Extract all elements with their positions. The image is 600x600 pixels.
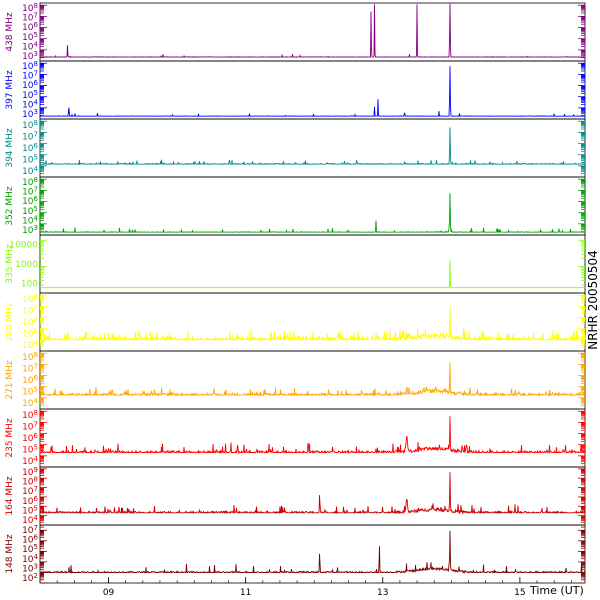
- y-tick-label: 106: [22, 142, 38, 154]
- y-tick-label: 108: [22, 409, 38, 421]
- y-ticks: [40, 524, 585, 584]
- y-tick-label: 107: [22, 420, 38, 432]
- y-ticks: [40, 468, 585, 526]
- signal-trace: [40, 306, 586, 342]
- y-tick-label: 10000: [9, 241, 38, 251]
- panel-frame: [39, 60, 586, 120]
- x-tick-label: 13: [377, 588, 388, 598]
- y-ticks: [40, 352, 585, 410]
- y-tick-label: 105: [22, 328, 38, 340]
- y-tick-label: 100: [21, 279, 38, 289]
- panel-frame: [39, 176, 586, 236]
- signal-trace: [40, 259, 585, 289]
- y-ticks: [40, 120, 585, 178]
- x-tick-label: 15: [514, 588, 525, 598]
- frequency-label: 148 MHz: [5, 534, 15, 574]
- y-tick-label: 104: [22, 397, 38, 409]
- station-label: NRHR 20050504: [586, 250, 600, 350]
- panel-frame: [39, 524, 586, 584]
- y-tick-label: 108: [22, 293, 38, 305]
- panel-frame: [39, 466, 586, 526]
- y-tick-label: 106: [22, 21, 38, 33]
- y-tick-label: 106: [22, 316, 38, 328]
- y-tick-label: 108: [22, 119, 38, 131]
- panel-frame: [39, 234, 586, 294]
- y-tick-label: 106: [22, 432, 38, 444]
- signal-trace: [39, 362, 585, 397]
- frequency-label: 335 MHz: [5, 244, 15, 284]
- y-ticks: [40, 239, 585, 294]
- y-ticks: [40, 410, 585, 468]
- y-tick-label: 105: [22, 154, 38, 166]
- frequency-label: 271 MHz: [5, 360, 15, 400]
- frequency-label: 164 MHz: [5, 476, 15, 516]
- panel-frame: [39, 292, 586, 352]
- y-tick-label: 108: [22, 351, 38, 363]
- frequency-label: 235 MHz: [5, 418, 15, 458]
- y-tick-label: 104: [22, 339, 38, 351]
- x-tick-label: 11: [240, 588, 251, 598]
- signal-trace: [40, 193, 586, 234]
- panel-frame: [39, 118, 586, 178]
- y-tick-labels: 100 1000 10000: [9, 241, 38, 290]
- frequency-label: 280 MHz: [5, 302, 15, 342]
- x-axis-label: Time (UT): [529, 584, 584, 597]
- signal-trace: [39, 530, 586, 575]
- y-tick-label: 105: [22, 386, 38, 398]
- y-tick-label: 106: [22, 374, 38, 386]
- x-tick-label: 09: [103, 588, 115, 598]
- frequency-label: 397 MHz: [5, 70, 15, 110]
- panel-frame: [39, 408, 586, 468]
- y-tick-label: 105: [22, 444, 38, 456]
- panel-frame: [39, 2, 586, 62]
- time-axis: 09 11 13 15: [39, 577, 572, 598]
- y-tick-label: 107: [22, 362, 38, 374]
- panel-frame: [39, 350, 586, 410]
- y-ticks: [40, 62, 585, 120]
- signal-trace: [39, 127, 586, 166]
- frequency-label: 394 MHz: [5, 128, 15, 168]
- signal-trace: [40, 3, 586, 58]
- y-ticks: [40, 4, 585, 62]
- frequency-label: 352 MHz: [5, 186, 15, 226]
- frequency-label: 438 MHz: [5, 12, 15, 52]
- y-ticks: [40, 294, 585, 352]
- y-tick-label: 1000: [15, 260, 38, 270]
- y-tick-label: 107: [22, 304, 38, 316]
- signal-trace: [40, 66, 586, 117]
- signal-trace: [40, 472, 586, 515]
- signal-trace: [39, 416, 585, 455]
- y-tick-label: 107: [22, 130, 38, 142]
- y-ticks: [40, 178, 585, 236]
